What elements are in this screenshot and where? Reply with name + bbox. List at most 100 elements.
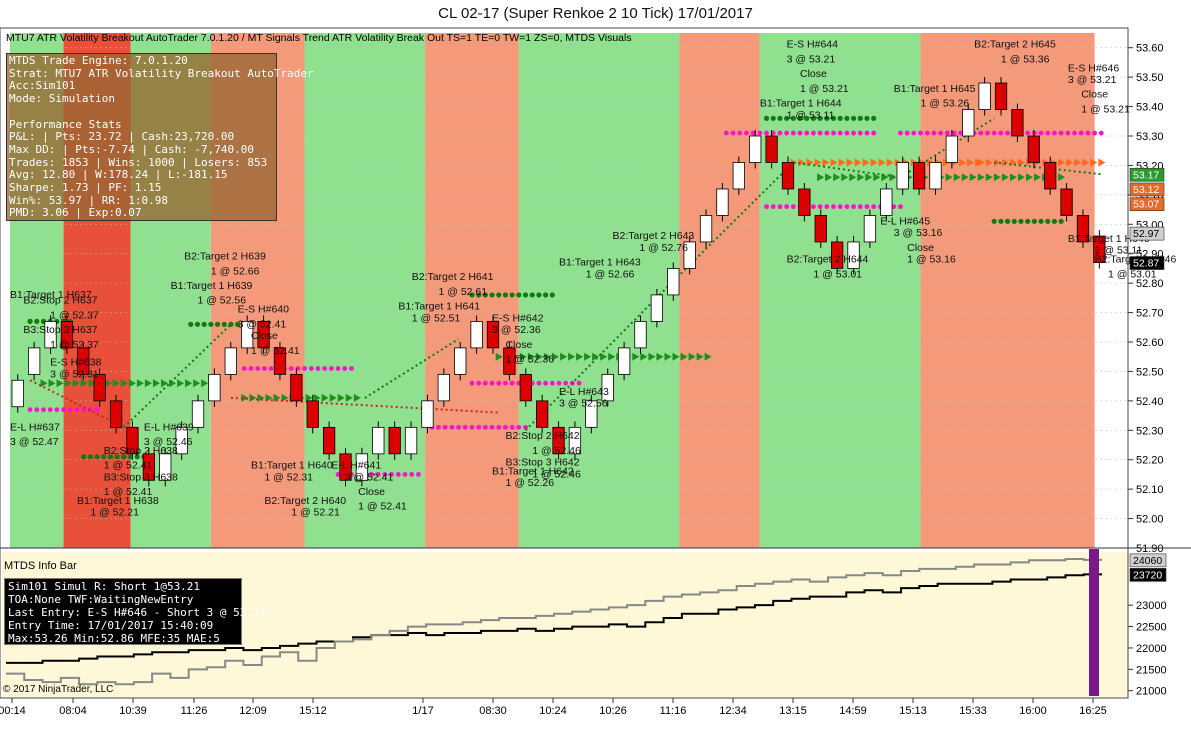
candle-body	[388, 426, 401, 455]
green-dot	[476, 292, 482, 298]
magenta-dot	[744, 130, 749, 136]
magenta-dot	[255, 366, 261, 371]
magenta-dot	[288, 366, 294, 371]
candle-body	[1076, 215, 1090, 243]
magenta-dot	[523, 424, 528, 430]
price-label-box	[1129, 167, 1165, 182]
magenta-dot	[1092, 130, 1098, 136]
magenta-dot	[536, 380, 542, 386]
price-label-layer: 53.17 53.12 53.07 52.97 52.87	[1129, 167, 1165, 270]
green-arrow	[144, 379, 152, 388]
candle-layer[interactable]	[11, 77, 1106, 487]
y-tick-label: 52.10	[1136, 484, 1164, 496]
candle-body	[945, 135, 958, 163]
magenta-dot	[898, 130, 903, 136]
candle-body	[585, 400, 598, 428]
green-dot	[1025, 218, 1031, 224]
green-dot	[194, 321, 201, 327]
x-tick-label: 14:59	[839, 705, 867, 717]
green-arrow	[969, 173, 977, 182]
trade-annotation: 1 @ 53.16	[907, 254, 956, 266]
green-dot	[502, 292, 509, 298]
y-tick-label: 52.40	[1136, 396, 1164, 408]
current-bar-marker	[1089, 549, 1099, 696]
price-axis[interactable]: 53.6053.5053.4053.3053.2053.1053.0052.90…	[1128, 43, 1164, 555]
time-axis[interactable]: 00:14 08:04 10:39 11:26 12:09 15:12 1/17 08:30 1…	[0, 698, 1107, 717]
zone-short	[920, 33, 1095, 548]
orange-arrow	[798, 158, 806, 167]
candle-body	[437, 373, 450, 402]
trade-annotation: Close	[358, 486, 385, 498]
green-dot	[87, 454, 93, 460]
candle-body	[191, 400, 205, 428]
trade-annotation: 1 @ 53.21	[1081, 103, 1130, 115]
magenta-dot	[730, 130, 736, 136]
orange-arrow	[1066, 158, 1074, 167]
magenta-dot	[489, 424, 495, 430]
equity-line	[6, 573, 1102, 664]
green-arrow	[201, 379, 209, 388]
magenta-dot	[837, 130, 843, 136]
green-arrow	[1001, 173, 1009, 182]
magenta-dot	[844, 204, 850, 210]
magenta-dot	[302, 366, 307, 371]
x-tick-label: 16:00	[1019, 705, 1047, 717]
magenta-dot	[831, 204, 836, 210]
x-tick-label: 16:25	[1079, 705, 1107, 717]
info-line: TOA:None TWF:WaitingNewEntry	[8, 593, 194, 606]
candle-body	[617, 347, 631, 375]
green-dot	[516, 292, 522, 298]
trade-annotation: 3 @ 52.41	[345, 471, 394, 483]
candle-body	[667, 268, 680, 296]
magenta-dot	[844, 130, 850, 136]
green-dot	[522, 292, 529, 298]
trade-annotation: 1 @ 52.41	[251, 345, 300, 357]
green-dot	[1018, 218, 1024, 224]
trade-annotation: E-S H#644	[787, 39, 839, 51]
magenta-dot	[27, 407, 33, 413]
green-dot	[850, 115, 857, 121]
green-dot	[784, 115, 790, 121]
magenta-dot	[389, 472, 395, 477]
price-label-box	[1129, 256, 1165, 270]
orange-arrow	[878, 158, 886, 167]
magenta-dot	[34, 407, 40, 413]
candle-body	[421, 400, 434, 428]
candle-body	[503, 347, 516, 375]
trade-annotation: 1 @ 52.51	[412, 312, 461, 324]
stats-line: MTDS Trade Engine: 7.0.1.20	[9, 54, 188, 67]
trade-annotation: E-S H#646	[1068, 62, 1120, 74]
trade-annotation: B1:Target 1 H637	[10, 289, 92, 301]
trade-annotation: E-L H#641	[331, 460, 381, 472]
price-label-text: 53.12	[1133, 184, 1159, 196]
stats-line: P&L: | Pts: 23.72 | Cash:23,720.00	[9, 130, 235, 144]
candle-body	[994, 82, 1008, 110]
green-arrow	[519, 352, 527, 361]
y-tick-label: 51.90	[1136, 543, 1164, 555]
magenta-dot	[262, 366, 267, 371]
candle-body	[798, 188, 811, 216]
green-arrow	[600, 352, 608, 361]
candle-body	[912, 162, 926, 190]
trade-annotation: 1 @ 52.66	[586, 268, 635, 280]
trade-annotation: 1 @ 52.36	[505, 354, 554, 366]
magenta-dot	[94, 407, 100, 413]
green-dot	[536, 292, 542, 298]
magenta-dot	[764, 130, 769, 136]
green-dot	[94, 454, 100, 460]
candle-body	[77, 347, 90, 375]
stats-line: Sharpe: 1.73 | PF: 1.15	[9, 181, 162, 195]
green-dot	[27, 318, 33, 324]
trade-annotation: E-S H#638	[50, 357, 102, 369]
magenta-dot	[831, 130, 836, 136]
magenta-dot	[416, 472, 421, 477]
green-arrow	[849, 173, 857, 182]
stats-line	[9, 106, 274, 119]
candle-body	[93, 373, 106, 402]
trade-annotation: B2:Target 2 H645	[974, 39, 1056, 51]
magenta-dot	[61, 407, 66, 413]
magenta-dot	[462, 424, 468, 430]
trade-annotation: 1 @ 52.56	[197, 295, 246, 307]
green-arrow	[152, 379, 160, 388]
magenta-dot	[315, 366, 321, 371]
